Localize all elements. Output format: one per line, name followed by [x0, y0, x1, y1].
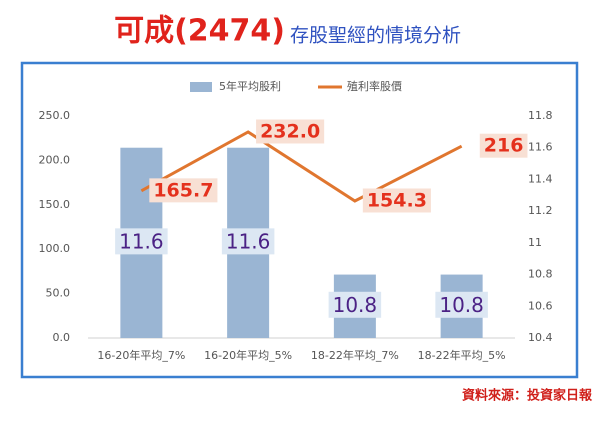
y2-tick-label: 11.4 [528, 172, 553, 185]
bar-value-label: 10.8 [328, 291, 382, 318]
line-value-label: 165.7 [153, 179, 213, 201]
y2-tick-label: 11 [528, 236, 542, 249]
bar-value-label: 11.6 [221, 228, 275, 255]
x-tick-label: 16-20年平均_7% [97, 348, 185, 362]
line-value-label-bg [149, 178, 218, 203]
bar-value-label-bg [435, 291, 488, 318]
y-tick-label: 100.0 [39, 242, 71, 255]
y2-tick-label: 11.8 [528, 109, 553, 122]
y-tick-label: 0.0 [53, 331, 71, 344]
line-value-label: 216 [484, 135, 524, 157]
line-value-label-bg [479, 133, 528, 158]
bar-value-label: 10.8 [333, 293, 378, 317]
bar-value-label-bg [221, 228, 275, 255]
y-tick-label: 200.0 [39, 153, 71, 166]
chart-subtitle: 存股聖經的情境分析 [290, 25, 461, 47]
x-tick-label: 18-22年平均_5% [418, 348, 506, 362]
y2-tick-label: 10.6 [528, 299, 553, 312]
y-tick-label: 50.0 [46, 287, 71, 300]
bar-value-label-bg [328, 291, 382, 318]
line-value-label-bg [256, 119, 325, 144]
y-tick-label: 250.0 [39, 109, 71, 122]
legend-swatch [190, 82, 212, 92]
legend-label: 殖利率股價 [347, 79, 402, 93]
bar-value-label: 11.6 [226, 229, 271, 253]
line-value-label: 232.0 [260, 120, 320, 142]
line-value-label: 154.3 [362, 188, 431, 213]
line-value-label: 154.3 [367, 189, 427, 211]
line-value-label: 216 [479, 133, 528, 158]
legend-label: 5年平均股利 [219, 79, 281, 93]
y-tick-label: 150.0 [39, 198, 71, 211]
bar-value-label: 10.8 [435, 291, 488, 318]
y2-tick-label: 11.6 [528, 141, 553, 154]
chart-frame [20, 61, 579, 379]
source-note: 資料來源：投資家日報 [462, 388, 593, 404]
x-tick-label: 18-22年平均_7% [311, 348, 399, 362]
y2-tick-label: 10.4 [528, 331, 553, 344]
chart-title: 可成(2474) [114, 14, 285, 49]
y2-tick-label: 10.8 [528, 268, 553, 281]
bar-value-label: 11.6 [115, 228, 168, 255]
bar-value-label: 10.8 [439, 293, 484, 317]
bar-value-label: 11.6 [119, 229, 164, 253]
line-value-label: 232.0 [256, 119, 325, 144]
line-value-label: 165.7 [149, 178, 218, 203]
y2-tick-label: 11.2 [528, 204, 553, 217]
line [140, 130, 463, 203]
line-value-label-bg [362, 188, 431, 213]
bar-value-label-bg [115, 228, 168, 255]
x-tick-label: 16-20年平均_5% [204, 348, 292, 362]
